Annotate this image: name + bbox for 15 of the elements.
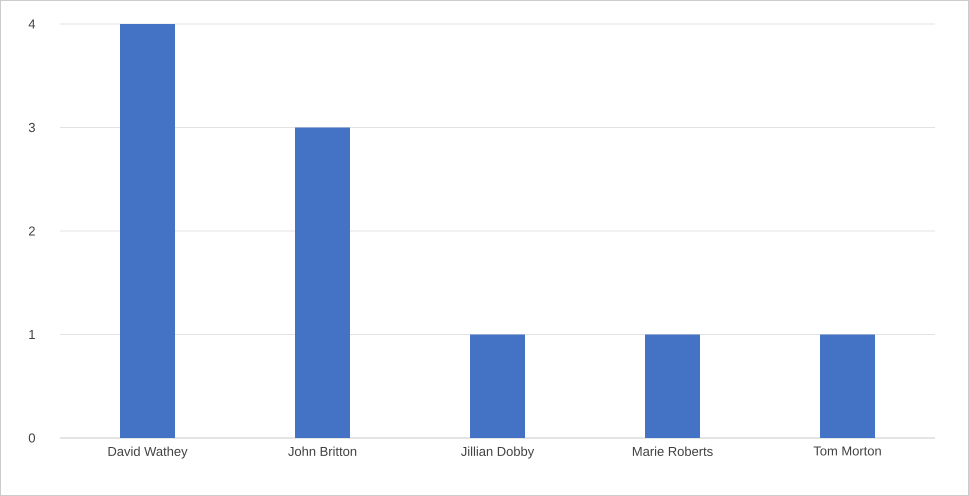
y-tick-label: 0	[28, 433, 35, 443]
y-tick-label: 3	[28, 122, 35, 132]
x-tick-label: John Britton	[288, 446, 356, 456]
y-tick-label: 2	[28, 226, 35, 236]
y-tick-label: 1	[29, 330, 35, 339]
bar	[820, 334, 876, 438]
bar	[295, 127, 350, 438]
x-tick-label: David Wathey	[108, 446, 188, 459]
bar	[645, 334, 700, 438]
x-tick-label: Tom Morton	[814, 446, 881, 456]
bar	[120, 24, 176, 438]
x-tick-label: Jillian Dobby	[461, 446, 534, 459]
y-tick-label: 4	[28, 20, 36, 28]
x-tick-label: Marie Roberts	[632, 446, 713, 456]
bar	[470, 334, 526, 438]
